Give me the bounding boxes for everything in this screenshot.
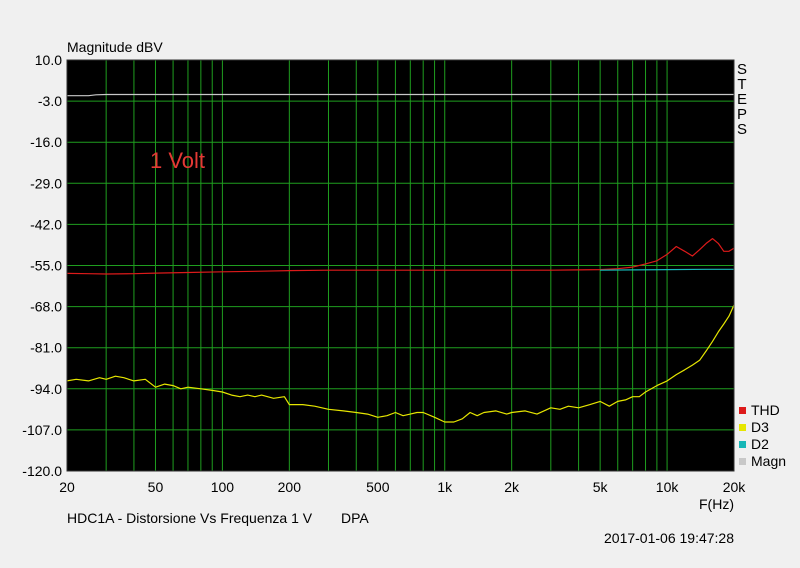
x-tick-label: 50	[148, 479, 164, 495]
x-tick-label: 10k	[656, 479, 680, 495]
footer-tag: DPA	[341, 510, 369, 526]
legend-swatch	[739, 441, 746, 448]
y-tick-label: -29.0	[30, 175, 62, 191]
footer-caption: HDC1A - Distorsione Vs Frequenza 1 V	[67, 510, 313, 526]
series-lines	[66, 93, 735, 423]
x-tick-label: 5k	[593, 479, 609, 495]
steps-letter: T	[737, 76, 746, 93]
y-tick-label: -55.0	[30, 258, 62, 274]
steps-letter: S	[737, 61, 747, 78]
legend-label: D3	[751, 419, 769, 435]
series-line-d3	[66, 304, 735, 423]
steps-letter: P	[737, 106, 747, 123]
series-line-thd	[66, 238, 735, 275]
x-axis-title: F(Hz)	[699, 496, 734, 512]
x-tick-label: 500	[366, 479, 390, 495]
footer-timestamp: 2017-01-06 19:47:28	[604, 530, 734, 546]
legend-label: Magn	[751, 453, 786, 469]
y-tick-labels: 10.0 -3.0 -16.0 -29.0 -42.0 -55.0 -68.0 -81.0 -9…	[22, 52, 62, 479]
x-tick-label: 200	[278, 479, 302, 495]
x-tick-label: 2k	[504, 479, 520, 495]
legend-swatch	[739, 407, 746, 414]
legend-label: THD	[751, 402, 780, 418]
x-tick-label: 20	[59, 479, 75, 495]
series-line-d2	[600, 268, 734, 271]
volt-annotation: 1 Volt	[150, 148, 205, 173]
legend-label: D2	[751, 436, 769, 452]
y-tick-label: 10.0	[35, 52, 62, 68]
x-tick-label: 20k	[723, 479, 747, 495]
y-tick-label: -81.0	[30, 340, 62, 356]
x-tick-label: 100	[211, 479, 235, 495]
legend-swatch	[739, 424, 746, 431]
series-line-magn	[67, 93, 734, 97]
plot-frame	[66, 59, 735, 472]
y-tick-label: -3.0	[38, 93, 62, 109]
y-tick-label: -68.0	[30, 299, 62, 315]
y-tick-label: -42.0	[30, 216, 62, 232]
x-tick-label: 1k	[437, 479, 453, 495]
x-tick-labels: 20 50 100 200 500 1k 2k 5k 10k 20k	[59, 479, 746, 495]
y-tick-label: -107.0	[22, 422, 62, 438]
y-axis-title: Magnitude dBV	[67, 39, 163, 55]
legend-swatch	[739, 458, 746, 465]
y-tick-label: -120.0	[22, 463, 62, 479]
y-tick-label: -94.0	[30, 381, 62, 397]
y-tick-label: -16.0	[30, 134, 62, 150]
steps-letter: E	[737, 91, 747, 108]
steps-letter: S	[737, 121, 747, 138]
